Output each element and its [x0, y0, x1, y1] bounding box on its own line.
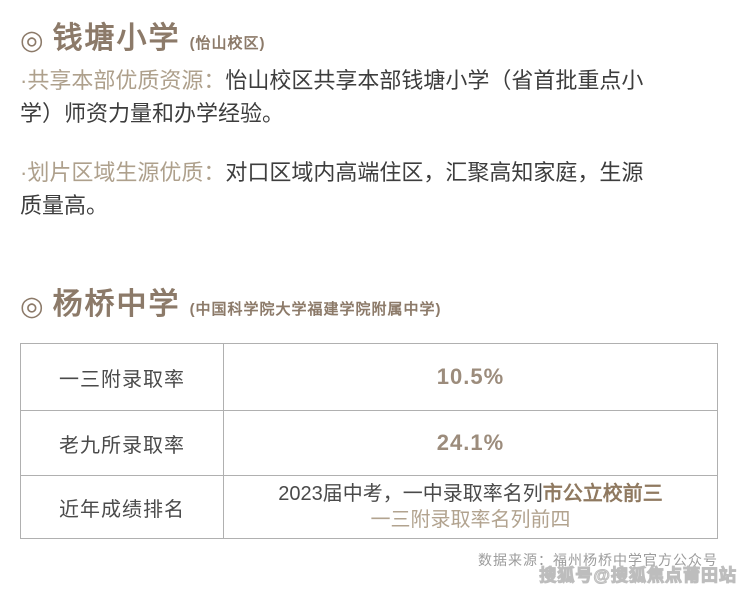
admission-stats-table: 一三附录取率 10.5% 老九所录取率 24.1% 近年成绩排名 2023届中考… [20, 343, 718, 539]
school1-campus-note: (怡山校区) [189, 35, 266, 52]
row-value-ranking: 2023届中考，一中录取率名列市公立校前三 一三附录取率名列前四 [223, 475, 718, 539]
school1-point-resources: ·共享本部优质资源：怡山校区共享本部钱塘小学（省首批重点小 学）师资力量和办学经… [20, 64, 700, 130]
ranking-line: 2023届中考，一中录取率名列市公立校前三 [224, 481, 717, 508]
row-label: 近年成绩排名 [20, 475, 224, 539]
table-row: 一三附录取率 10.5% [20, 343, 718, 411]
table-row: 近年成绩排名 2023届中考，一中录取率名列市公立校前三 一三附录取率名列前四 [20, 475, 718, 539]
school1-name: 钱塘小学 [52, 22, 181, 55]
row-value: 24.1% [223, 410, 718, 476]
school1-header: ◎ 钱塘小学 (怡山校区) [20, 13, 266, 57]
school2-name: 杨桥中学 [52, 288, 181, 321]
paragraph-line: ·共享本部优质资源：怡山校区共享本部钱塘小学（省首批重点小 [20, 64, 700, 97]
circle-bullet-icon: ◎ [20, 291, 44, 321]
sohu-watermark: 搜狐号@搜狐焦点莆田站 [539, 566, 737, 586]
school1-point-district: ·划片区域生源优质：对口区域内高端住区，汇聚高知家庭，生源 质量高。 [20, 156, 700, 222]
ranking-line: 一三附录取率名列前四 [370, 509, 571, 531]
school2-affiliation-note: (中国科学院大学福建学院附属中学) [189, 301, 442, 318]
circle-bullet-icon: ◎ [20, 25, 44, 55]
row-value: 10.5% [223, 343, 718, 411]
table-row: 老九所录取率 24.1% [20, 410, 718, 476]
ranking-highlight: 市公立校前三 [542, 483, 663, 505]
paragraph-line: 质量高。 [20, 193, 109, 218]
point-text: 怡山校区共享本部钱塘小学（省首批重点小 [225, 68, 644, 93]
ranking-text: 2023届中考，一中录取率名列 [278, 483, 543, 505]
point-lead-label: ·共享本部优质资源： [20, 68, 226, 93]
point-text: 对口区域内高端住区，汇聚高知家庭，生源 [225, 160, 644, 185]
paragraph-line: ·划片区域生源优质：对口区域内高端住区，汇聚高知家庭，生源 [20, 156, 700, 189]
row-label: 一三附录取率 [20, 343, 224, 411]
row-label: 老九所录取率 [20, 410, 224, 476]
paragraph-line: 学）师资力量和办学经验。 [20, 101, 285, 126]
data-source-credit: 数据来源：福州杨桥中学官方公众号 [478, 552, 718, 568]
point-lead-label: ·划片区域生源优质： [20, 160, 226, 185]
school2-header: ◎ 杨桥中学 (中国科学院大学福建学院附属中学) [20, 279, 442, 323]
